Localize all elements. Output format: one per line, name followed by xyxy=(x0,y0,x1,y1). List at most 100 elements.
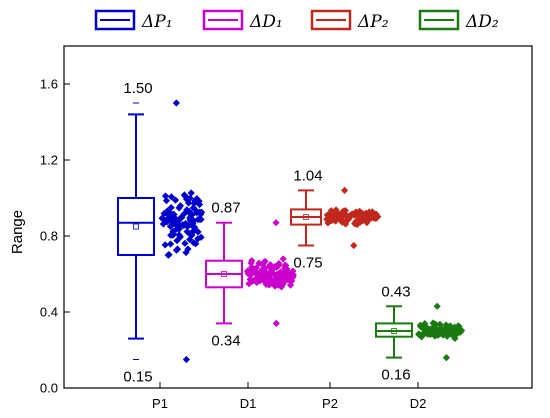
legend-label: ΔP₂ xyxy=(357,12,389,32)
data-point xyxy=(433,326,441,334)
data-point xyxy=(279,275,287,283)
data-point xyxy=(341,207,349,215)
data-point xyxy=(276,268,285,276)
data-point xyxy=(415,330,423,338)
data-point xyxy=(421,320,429,328)
data-point xyxy=(252,264,260,272)
data-point xyxy=(342,218,350,226)
data-point xyxy=(194,235,202,243)
data-point xyxy=(277,283,286,291)
data-point xyxy=(192,207,200,215)
data-point xyxy=(451,334,459,343)
y-axis: 0.0 0.4 0.8 1.2 1.6 xyxy=(40,77,70,396)
data-point xyxy=(162,209,170,217)
points-d2 xyxy=(415,302,466,362)
y-axis-label: Range xyxy=(9,210,26,254)
data-point xyxy=(165,251,173,259)
data-point xyxy=(453,330,461,338)
value-annotation: 0.34 xyxy=(211,332,240,349)
data-point xyxy=(173,222,182,230)
data-point xyxy=(265,281,273,289)
data-points xyxy=(158,99,466,364)
data-point xyxy=(267,267,275,275)
data-point xyxy=(173,245,182,253)
data-point xyxy=(184,199,193,207)
data-point xyxy=(186,216,194,224)
y-tick-label: 1.6 xyxy=(40,77,58,92)
data-point xyxy=(176,202,185,210)
box-d2 xyxy=(375,305,413,359)
value-annotation: 0.75 xyxy=(293,255,322,272)
data-point xyxy=(323,215,331,223)
data-point xyxy=(275,260,283,268)
data-point xyxy=(187,189,195,197)
data-point xyxy=(272,319,280,327)
data-point xyxy=(183,206,191,214)
mean-marker xyxy=(303,214,309,220)
data-point xyxy=(170,230,178,238)
data-point xyxy=(341,186,349,194)
data-point xyxy=(436,330,444,338)
data-point xyxy=(438,328,446,336)
legend-label: ΔD₁ xyxy=(249,12,283,32)
data-point xyxy=(429,319,437,327)
box-p2 xyxy=(290,189,322,247)
data-point xyxy=(418,333,426,341)
data-point xyxy=(289,270,297,278)
mean-marker xyxy=(221,271,227,277)
data-point xyxy=(275,277,284,285)
data-point xyxy=(271,282,279,290)
data-point xyxy=(258,266,267,274)
data-point xyxy=(159,220,167,228)
x-tick-label: P2 xyxy=(322,396,338,411)
data-point xyxy=(177,214,185,222)
data-point xyxy=(188,229,196,237)
value-annotation: 0.15 xyxy=(123,369,152,386)
data-point xyxy=(362,213,370,221)
data-point xyxy=(454,324,463,332)
x-axis: P1 D1 P2 D2 xyxy=(152,382,426,411)
legend-swatch xyxy=(202,9,244,31)
data-point xyxy=(171,196,180,204)
data-point xyxy=(361,217,370,225)
data-point xyxy=(287,278,295,286)
data-point xyxy=(267,275,275,283)
data-point xyxy=(350,241,358,250)
boxes xyxy=(117,102,413,360)
mean-marker xyxy=(391,328,397,334)
legend-swatch xyxy=(94,9,136,31)
x-tick-label: P1 xyxy=(152,396,168,411)
data-point xyxy=(161,192,170,200)
y-tick-label: 0.0 xyxy=(40,381,58,396)
data-point xyxy=(255,271,263,279)
data-point xyxy=(446,330,454,338)
value-annotation: 1.04 xyxy=(293,167,322,184)
plot-frame xyxy=(63,45,533,389)
data-point xyxy=(251,267,259,275)
data-point xyxy=(286,281,295,289)
data-point xyxy=(182,355,191,364)
legend-swatch xyxy=(310,9,352,31)
data-point xyxy=(332,206,340,214)
data-point xyxy=(195,200,204,209)
data-point xyxy=(190,239,198,247)
data-point xyxy=(417,323,425,331)
value-annotation: 0.87 xyxy=(211,200,240,217)
y-tick-label: 1.2 xyxy=(40,153,58,168)
data-point xyxy=(273,262,281,270)
legend: ΔP₁ ΔD₁ ΔP₂ ΔD₂ xyxy=(94,9,499,32)
data-point xyxy=(442,321,450,329)
data-point xyxy=(276,281,284,289)
data-point xyxy=(272,219,280,227)
data-point xyxy=(162,197,171,205)
points-p1 xyxy=(158,99,206,364)
data-point xyxy=(372,215,380,223)
data-point xyxy=(173,236,181,245)
legend-item: ΔD₁ xyxy=(202,9,283,32)
data-point xyxy=(351,220,359,228)
data-point xyxy=(284,276,292,284)
data-point xyxy=(266,262,274,270)
legend-item: ΔP₂ xyxy=(310,9,389,32)
data-point xyxy=(258,261,267,269)
